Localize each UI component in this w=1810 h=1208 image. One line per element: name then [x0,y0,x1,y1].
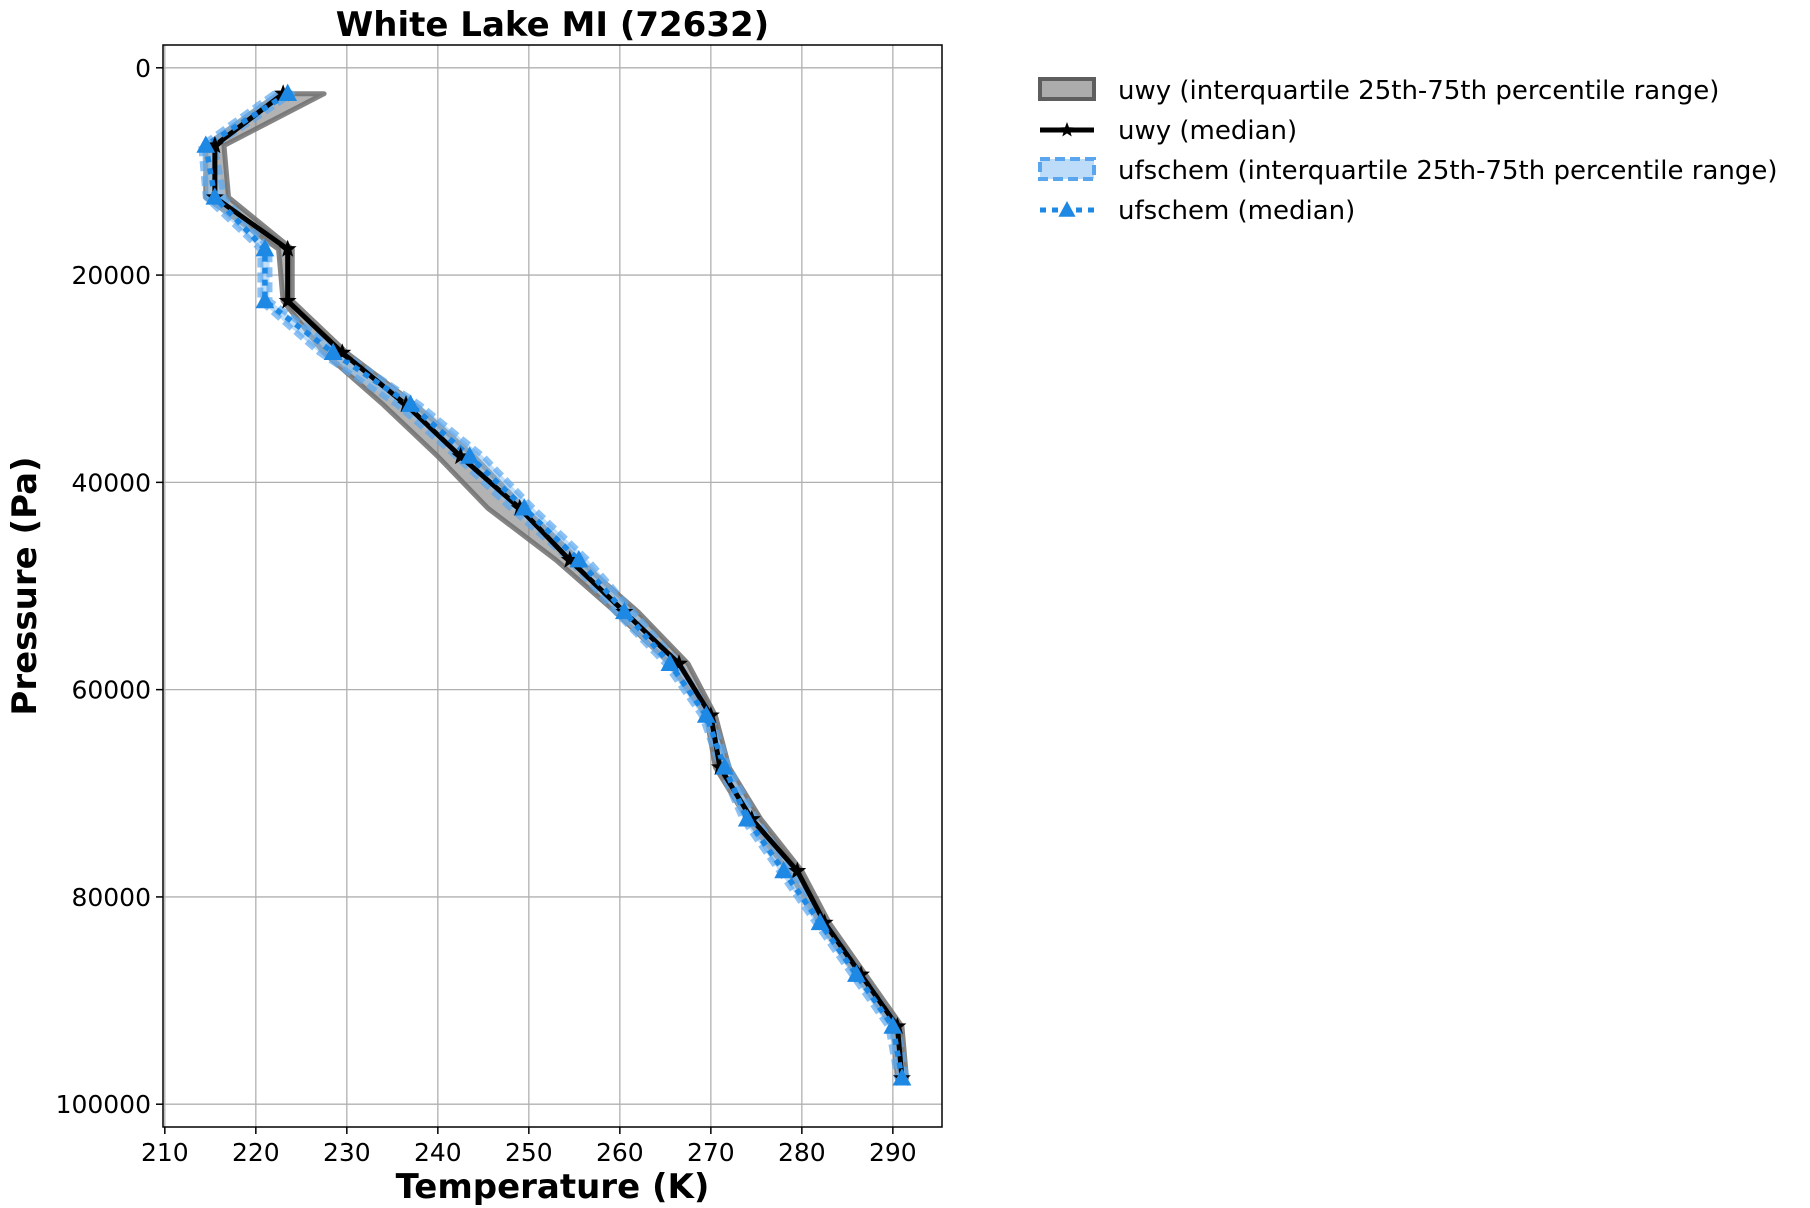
chart-title: White Lake MI (72632) [336,5,769,45]
marker-ufschem-median [255,239,275,257]
marker-uwy-median [788,861,807,879]
legend: uwy (interquartile 25th-75th percentile … [1038,76,1778,226]
marker-uwy-median [278,291,297,309]
y-axis-title: Pressure (Pa) [5,456,45,715]
marker-ufschem-median [196,135,216,153]
x-tick-label: 290 [869,1138,917,1167]
y-tick-label: 80000 [71,883,151,912]
series-lines [203,91,905,1079]
y-tick-label: 40000 [71,468,151,497]
legend-label-uwy-interquartile-25th-75th-percentile-range: uwy (interquartile 25th-75th percentile … [1118,76,1719,106]
marker-ufschem-median [323,342,343,361]
marker-ufschem-median [774,860,794,879]
marker-ufschem-median [205,187,225,205]
marker-ufschem-median [255,290,275,309]
marker-ufschem-median [810,912,830,931]
x-tick-label: 210 [141,1138,189,1167]
marker-ufschem-median [715,757,734,775]
plot-frame [162,44,943,1128]
x-axis-title: Temperature (K) [396,1167,710,1207]
legend-marker-uwy-median [1059,122,1075,137]
legend-marker-ufschem-median [1058,201,1076,217]
marker-ufschem-median [514,498,534,516]
marker-ufschem-median [892,1068,912,1086]
legend-swatch-uwy-interquartile-25th-75th-percentile-range [1038,77,1096,101]
x-tick-label: 250 [505,1138,553,1167]
marker-ufschem-median [660,653,680,671]
marker-ufschem-median [847,964,866,982]
line-uwy-median [212,91,905,1079]
marker-ufschem-median [696,705,716,723]
band-ufschem-interquartile-25th-75th-percentile-range [198,90,910,1082]
marker-uwy-median [278,239,297,257]
y-tick-label: 60000 [71,676,151,705]
legend-label-ufschem-median: ufschem (median) [1118,196,1355,226]
x-tick-label: 230 [323,1138,371,1167]
x-tick-label: 260 [596,1138,644,1167]
x-tick-label: 240 [414,1138,462,1167]
marker-ufschem-median [737,809,757,827]
bands [198,90,910,1082]
x-tick-label: 220 [232,1138,280,1167]
series-markers [196,83,912,1086]
legend-label-uwy-median: uwy (median) [1118,116,1297,146]
marker-ufschem-median [569,550,589,568]
marker-ufschem-median [615,601,634,620]
legend-swatch-ufschem-interquartile-25th-75th-percentile-range [1038,157,1096,181]
marker-ufschem-median [883,1016,903,1034]
ticks: 210 220 230 240 250 260 270 280 290 0 20000 40000 60… [56,54,917,1167]
marker-ufschem-median [278,83,298,101]
grid [163,45,942,1127]
marker-ufschem-median [460,446,480,464]
y-tick-label: 20000 [71,261,151,290]
line-ufschem-median [203,91,905,1079]
marker-ufschem-median [401,394,420,412]
y-tick-label: 100000 [56,1090,151,1119]
legend-label-ufschem-interquartile-25th-75th-percentile-range: ufschem (interquartile 25th-75th percent… [1118,156,1778,186]
x-tick-label: 270 [687,1138,735,1167]
y-tick-label: 0 [135,54,151,83]
x-tick-label: 280 [778,1138,826,1167]
